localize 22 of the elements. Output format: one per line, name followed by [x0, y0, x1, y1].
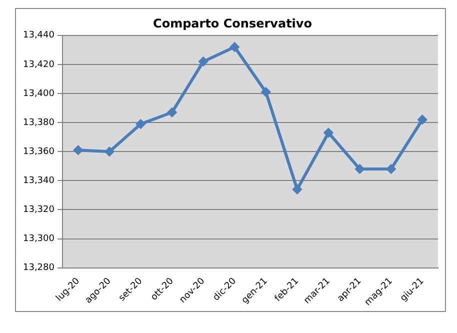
y-tick-label: 13,360: [22, 146, 55, 157]
point: [198, 57, 208, 66]
point: [386, 164, 396, 174]
y-tick-label: 13,400: [22, 88, 55, 99]
point: [355, 164, 364, 174]
point: [292, 184, 302, 194]
point: [418, 115, 427, 124]
point: [104, 147, 114, 156]
point: [136, 120, 146, 129]
y-tick-label: 13,420: [22, 60, 55, 70]
point: [230, 42, 240, 52]
chart-title: Comparto Conservativo: [153, 16, 312, 30]
y-tick-label: 13,380: [22, 118, 55, 128]
y-tick-label: 13,440: [22, 30, 55, 41]
y-tick-label: 13,320: [22, 205, 55, 216]
point: [261, 88, 270, 97]
y-tick-label: 13,280: [22, 263, 55, 274]
point: [74, 146, 83, 155]
y-tick-label: 13,340: [22, 176, 55, 186]
point: [168, 108, 177, 117]
point: [324, 128, 333, 138]
y-tick-label: 13,300: [22, 234, 55, 244]
